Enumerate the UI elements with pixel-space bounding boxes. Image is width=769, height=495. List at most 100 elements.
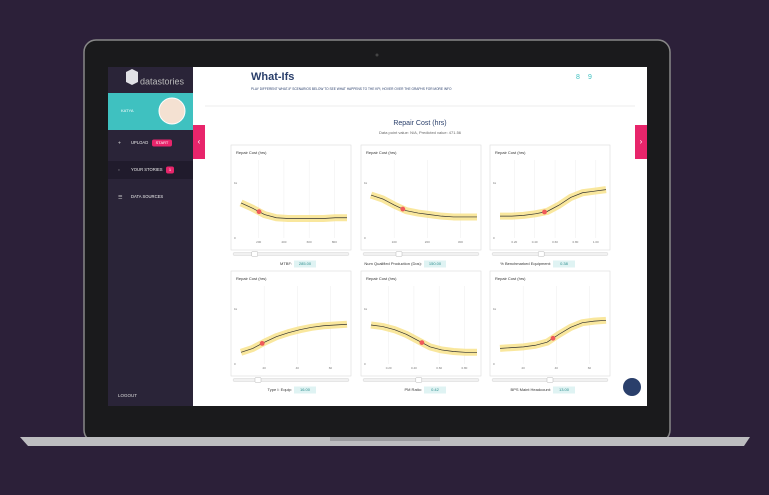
camera [375,53,379,57]
input-box[interactable] [553,260,575,268]
curve [240,323,348,353]
y-tick-label: 0 [364,362,366,366]
x-tick-label: 200 [256,240,261,244]
nav-icon: ☰ [118,194,123,200]
panel-title: Repair Cost (hrs) [495,276,526,281]
prev-icon: ‹ [198,137,201,146]
nav-icon: ▫ [118,167,120,173]
slider-track [232,378,350,382]
input-box[interactable] [294,260,316,268]
slider-handle[interactable] [538,251,545,257]
x-tick-label: 0.20 [386,366,392,370]
y-tick-label: 0 [493,362,495,366]
input-label: Num Qualified Production (Dos): [364,261,422,266]
x-tick-label: 600 [307,240,312,244]
x-tick-label: 40 [555,366,559,370]
panel-title: Repair Cost (hrs) [236,150,267,155]
input-value[interactable]: 16.00 [300,387,311,392]
x-tick-label: 0.60 [552,240,558,244]
y-tick-label: 1k [493,307,497,311]
input-value[interactable]: 285.00 [299,261,312,266]
slider-handle[interactable] [254,377,262,383]
chat-button[interactable] [623,378,641,396]
nav-badge-text: START [156,140,169,145]
input-box[interactable] [424,260,446,268]
nav-label[interactable]: YOUR STORIES [131,167,163,172]
nav-label[interactable]: UPLOAD [131,140,148,145]
laptop-base [20,437,750,446]
avatar[interactable] [158,97,186,125]
x-tick-label: 0.20 [511,240,517,244]
notch [330,437,440,441]
y-tick-label: 0 [234,236,236,240]
nav-badge [152,139,172,147]
user-name: KATYA [121,108,134,113]
x-tick-label: 300 [458,240,463,244]
x-tick-label: 400 [281,240,286,244]
x-tick-label: 0.60 [436,366,442,370]
panel-title: Repair Cost (hrs) [366,276,397,281]
slider-track [362,252,480,256]
x-tick-label: 20 [263,366,267,370]
x-tick-label: 40 [296,366,300,370]
logo [126,69,138,85]
input-box[interactable] [424,386,446,394]
page-number[interactable]: 8 [576,74,580,81]
kpi-title: Repair Cost (hrs) [393,120,446,127]
input-label: PM Ratio: [404,387,422,392]
input-label: Type I: Equip: [268,387,292,392]
y-tick-label: 0 [364,236,366,240]
input-value[interactable]: 150.00 [429,261,442,266]
slider-handle[interactable] [415,377,422,383]
x-tick-label: 1.00 [593,240,599,244]
y-tick-label: 0 [493,236,495,240]
input-label: BPS Maint Headcount: [511,387,551,392]
input-box[interactable] [294,386,316,394]
curve [500,189,607,217]
panel [230,144,352,251]
nav-icon: + [118,140,121,146]
input-value[interactable]: 0.38 [560,261,569,266]
current-point [542,209,547,215]
logout[interactable]: LOGOUT [118,393,137,398]
panel-title: Repair Cost (hrs) [495,150,526,155]
next-icon: › [640,137,643,146]
y-tick-label: 1k [234,307,238,311]
y-tick-label: 1k [234,181,238,185]
page-subtitle: PLAY DIFFERENT WHAT-IF SCENARIOS BELOW T… [251,87,452,91]
x-tick-label: 20 [522,366,526,370]
input-box[interactable] [553,386,575,394]
input-label: MTBF: [280,261,292,266]
x-tick-label: 60 [588,366,592,370]
page-number[interactable]: 9 [588,74,592,81]
x-tick-label: 100 [392,240,397,244]
current-point [550,335,556,341]
x-tick-label: 60 [329,366,333,370]
x-tick-label: 800 [332,240,337,244]
next-button[interactable] [635,125,647,159]
nav-label[interactable]: DATA SOURCES [131,194,163,199]
slider-track [491,252,609,256]
slider-track [232,252,350,256]
page-title: What-Ifs [251,71,294,83]
current-point [419,340,425,345]
x-tick-label: 0.40 [532,240,538,244]
prev-button[interactable] [193,125,205,159]
current-point [400,206,406,212]
nav-badge-text: 1 [169,167,172,172]
slider-handle[interactable] [395,251,403,257]
y-tick-label: 0 [234,362,236,366]
input-value[interactable]: 0.42 [431,387,440,392]
y-tick-label: 1k [364,181,368,185]
panel-title: Repair Cost (hrs) [236,276,267,281]
brand: datastories [140,76,185,86]
slider-handle[interactable] [251,251,258,257]
slider-handle[interactable] [546,377,554,383]
x-tick-label: 0.40 [411,366,417,370]
input-label: % Benchmarked Equipment: [500,261,551,266]
input-value[interactable]: 13.00 [559,387,570,392]
y-tick-label: 1k [364,307,368,311]
current-point [259,341,265,346]
kpi-subtitle: Data point value: N/A, Predicted value: … [379,130,462,135]
